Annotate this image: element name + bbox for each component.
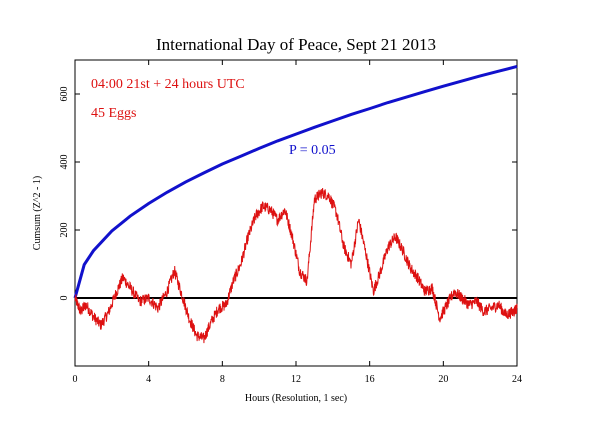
x-axis-label: Hours (Resolution, 1 sec) [245,393,347,404]
x-axis-ticks: 0 4 8 12 16 20 24 [73,60,522,385]
y-tick-label: 200 [59,223,70,238]
probability-curve [73,65,518,299]
x-tick-label: 4 [146,374,151,385]
annotation-time-range: 04:00 21st + 24 hours UTC [91,77,245,92]
x-tick-label: 16 [365,374,375,385]
y-axis-ticks: 0 200 400 600 [59,87,517,301]
annotation-p-value: P = 0.05 [289,143,336,158]
x-tick-label: 24 [512,374,522,385]
x-tick-label: 20 [438,374,448,385]
annotation-eggs: 45 Eggs [91,106,137,121]
x-tick-label: 0 [73,374,78,385]
y-tick-label: 0 [59,296,70,301]
y-tick-label: 600 [59,87,70,102]
plot-frame [74,59,518,367]
x-tick-label: 12 [291,374,301,385]
y-tick-label: 400 [59,155,70,170]
chart-title: International Day of Peace, Sept 21 2013 [156,35,436,54]
cumsum-curve [74,188,518,344]
y-axis-label: Cumsum (Z^2 - 1) [32,176,43,250]
x-tick-label: 8 [220,374,225,385]
